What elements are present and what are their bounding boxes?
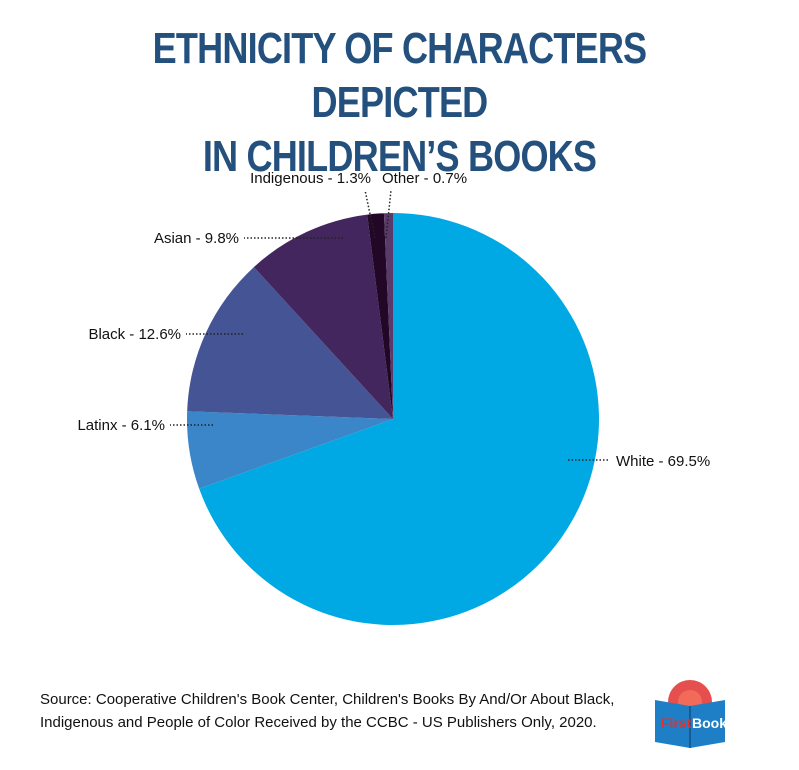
pie-slice-latinx bbox=[187, 411, 393, 489]
slice-label-latinx: Latinx - 6.1% bbox=[77, 417, 165, 434]
chart-title-line-2: IN CHILDREN’S BOOKS bbox=[202, 132, 597, 181]
chart-title-line-1: ETHNICITY OF CHARACTERS DEPICTED bbox=[152, 24, 647, 127]
leader-line-indigenous bbox=[364, 189, 376, 239]
book-icon bbox=[655, 700, 725, 748]
chart-title: ETHNICITY OF CHARACTERS DEPICTED IN CHIL… bbox=[72, 22, 727, 184]
slice-label-black: Black - 12.6% bbox=[88, 326, 181, 343]
pie-slice-other bbox=[383, 213, 393, 419]
first-book-logo: First Book bbox=[655, 680, 727, 748]
slice-label-indigenous: Indigenous - 1.3% bbox=[250, 170, 371, 187]
pie-slices bbox=[187, 213, 599, 625]
source-line-1: Source: Cooperative Children's Book Cent… bbox=[40, 691, 615, 708]
leader-line-other bbox=[385, 189, 392, 239]
slice-label-asian: Asian - 9.8% bbox=[154, 230, 239, 247]
slice-label-other: Other - 0.7% bbox=[382, 170, 467, 187]
logo-word-book: Book bbox=[692, 715, 727, 731]
source-note: Source: Cooperative Children's Book Cent… bbox=[40, 688, 660, 734]
pie-slice-white bbox=[199, 213, 599, 625]
source-line-2: Indigenous and People of Color Received … bbox=[40, 714, 597, 731]
pie-slice-indigenous bbox=[367, 213, 393, 419]
slice-labels: White - 69.5% Latinx - 6.1% Black - 12.6% A… bbox=[77, 170, 710, 470]
logo-word-first: First bbox=[661, 715, 692, 731]
pie-slice-black bbox=[187, 267, 393, 419]
pie-slice-asian bbox=[253, 214, 393, 419]
slice-label-white: White - 69.5% bbox=[616, 453, 710, 470]
leader-lines bbox=[170, 189, 608, 461]
